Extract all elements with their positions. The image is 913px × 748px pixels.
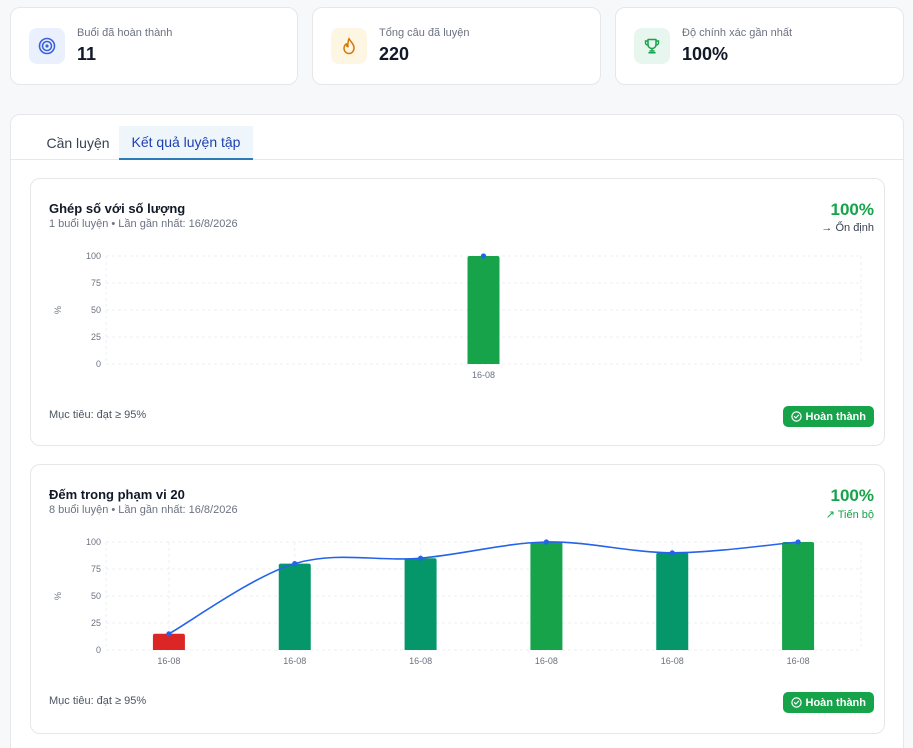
results-panel: Cần luyện Kết quả luyện tập Ghép số với … (10, 114, 904, 748)
x-tick-label: 16-08 (661, 656, 684, 666)
stat-label: Tổng câu đã luyện (379, 27, 470, 39)
stat-value: 11 (77, 44, 97, 64)
target-icon (29, 28, 65, 64)
skill-title: Ghép số với số lượng (49, 201, 186, 216)
y-tick-label: 100 (86, 537, 101, 547)
chart-bar (782, 542, 815, 650)
data-point (669, 550, 675, 556)
data-point (480, 253, 487, 259)
progress-chart: 0 25 50 75 100% 16-08 16-08 16-08 16-08 16-08 16-0… (53, 537, 862, 666)
stat-card-questions: Tổng câu đã luyện 220 (312, 7, 601, 85)
skill-subtitle: 1 buổi luyện • Lần gần nhất: 16/8/2026 (49, 218, 238, 230)
stat-label: Độ chính xác gần nhất (682, 27, 793, 39)
completed-button[interactable]: Hoàn thành (782, 692, 874, 713)
skill-target: Mục tiêu: đạt ≥ 95% (49, 409, 147, 421)
x-tick-label: 16-08 (283, 656, 306, 666)
chart-bar (152, 633, 185, 650)
completed-button[interactable]: Hoàn thành (782, 406, 874, 427)
flame-icon (331, 28, 367, 64)
chart-bar (278, 563, 311, 650)
skill-trend: ↗ Tiến bộ (825, 509, 874, 521)
tab-need-practice[interactable]: Cần luyện (46, 135, 110, 151)
skill-percent: 100% (830, 486, 874, 505)
y-axis-label: % (53, 592, 63, 600)
skill-subtitle: 8 buổi luyện • Lần gần nhất: 16/8/2026 (49, 504, 238, 516)
chart-bar (656, 552, 689, 650)
y-tick-label: 75 (91, 564, 101, 574)
completed-button-label: Hoàn thành (805, 410, 867, 423)
data-point (543, 539, 550, 545)
y-tick-label: 75 (91, 278, 101, 288)
skill-target: Mục tiêu: đạt ≥ 95% (49, 695, 147, 707)
skill-card: Ghép số với số lượng 1 buổi luyện • Lần … (30, 178, 885, 446)
skill-title: Đếm trong phạm vi 20 (49, 487, 185, 502)
data-point (292, 561, 298, 567)
x-tick-label: 16-08 (157, 656, 180, 666)
chart-bar (404, 558, 437, 650)
stat-value: 220 (379, 44, 410, 64)
y-tick-label: 0 (96, 645, 101, 655)
check-circle-icon (790, 697, 802, 708)
y-tick-label: 25 (91, 618, 101, 628)
skill-card: Đếm trong phạm vi 20 8 buổi luyện • Lần … (30, 464, 885, 734)
x-tick-label: 16-08 (472, 370, 495, 380)
y-tick-label: 50 (91, 305, 101, 315)
x-tick-label: 16-08 (535, 656, 558, 666)
y-tick-label: 0 (96, 359, 101, 369)
progress-chart: 0 25 50 75 100% 16-08 (53, 251, 862, 380)
skill-percent: 100% (830, 200, 874, 219)
y-tick-label: 100 (86, 251, 101, 261)
skill-trend: → Ổn định (821, 222, 874, 234)
stat-card-sessions: Buổi đã hoàn thành 11 (10, 7, 298, 85)
tab-bar: Cần luyện Kết quả luyện tập (11, 115, 903, 160)
chart-bar (530, 542, 563, 650)
y-axis-label: % (53, 306, 63, 314)
check-circle-icon (790, 411, 802, 422)
data-point (166, 631, 172, 637)
data-point (795, 539, 801, 545)
stat-value: 100% (682, 44, 729, 64)
stat-label: Buổi đã hoàn thành (77, 27, 173, 39)
tab-practice-results[interactable]: Kết quả luyện tập (119, 126, 253, 160)
x-tick-label: 16-08 (787, 656, 810, 666)
completed-button-label: Hoàn thành (805, 696, 867, 709)
x-tick-label: 16-08 (409, 656, 432, 666)
chart-bar (467, 256, 500, 364)
series-line (168, 541, 799, 635)
y-tick-label: 25 (91, 332, 101, 342)
trophy-icon (634, 28, 670, 64)
stat-card-accuracy: Độ chính xác gần nhất 100% (615, 7, 904, 85)
data-point (417, 555, 424, 561)
y-tick-label: 50 (91, 591, 101, 601)
